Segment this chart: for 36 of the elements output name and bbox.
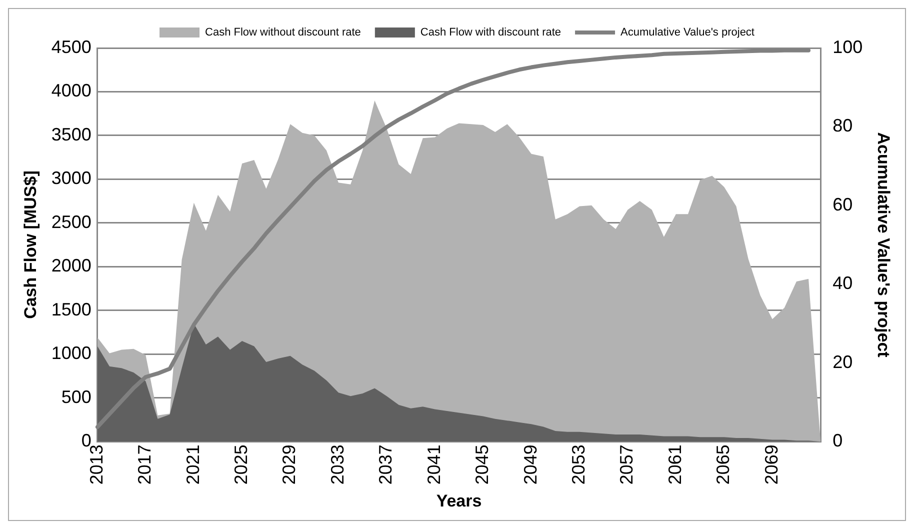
x-tick-label: 2065 bbox=[713, 444, 734, 485]
legend-label: Cash Flow with discount rate bbox=[420, 26, 562, 39]
x-tick-label: 2045 bbox=[472, 444, 492, 485]
x-tick-label: 2025 bbox=[231, 444, 252, 485]
x-tick-label: 2069 bbox=[761, 444, 782, 485]
y-tick-label: 500 bbox=[61, 386, 92, 407]
x-tick-label: 2053 bbox=[568, 444, 588, 485]
x-tick-label: 2021 bbox=[182, 444, 203, 485]
y-tick-label: 3500 bbox=[51, 124, 92, 144]
x-tick-label: 2057 bbox=[616, 444, 637, 485]
y2-tick-label: 0 bbox=[832, 430, 843, 451]
x-tick-label: 2033 bbox=[327, 444, 348, 485]
y-tick-label: 1500 bbox=[51, 299, 92, 320]
y-tick-label: 2500 bbox=[51, 212, 92, 232]
y2-axis-title: Acumulative Value's project bbox=[874, 132, 894, 358]
x-tick-label: 2041 bbox=[424, 444, 444, 485]
y-tick-label: 4000 bbox=[51, 80, 92, 101]
x-axis-title: Years bbox=[436, 491, 482, 510]
y2-tick-label: 40 bbox=[832, 273, 853, 294]
y-tick-label: 0 bbox=[81, 430, 92, 451]
y2-tick-label: 100 bbox=[832, 36, 863, 57]
x-tick-label: 2017 bbox=[134, 444, 155, 485]
y-tick-label: 4500 bbox=[51, 36, 92, 57]
y2-tick-label: 60 bbox=[832, 194, 853, 214]
x-tick-label: 2029 bbox=[279, 444, 300, 485]
y-axis-title: Cash Flow [MUS$] bbox=[20, 170, 40, 319]
x-tick-label: 2061 bbox=[664, 444, 685, 485]
y-tick-label: 1000 bbox=[51, 343, 92, 364]
y-tick-label: 2000 bbox=[51, 256, 92, 276]
legend-label: Cash Flow without discount rate bbox=[205, 26, 361, 39]
legend-label: Acumulative Value's project bbox=[620, 26, 754, 39]
x-tick-label: 2037 bbox=[376, 444, 396, 485]
x-tick-label: 2049 bbox=[520, 444, 540, 485]
y2-tick-label: 20 bbox=[832, 352, 853, 372]
y2-tick-label: 80 bbox=[832, 116, 853, 136]
y-tick-label: 3000 bbox=[51, 168, 92, 188]
